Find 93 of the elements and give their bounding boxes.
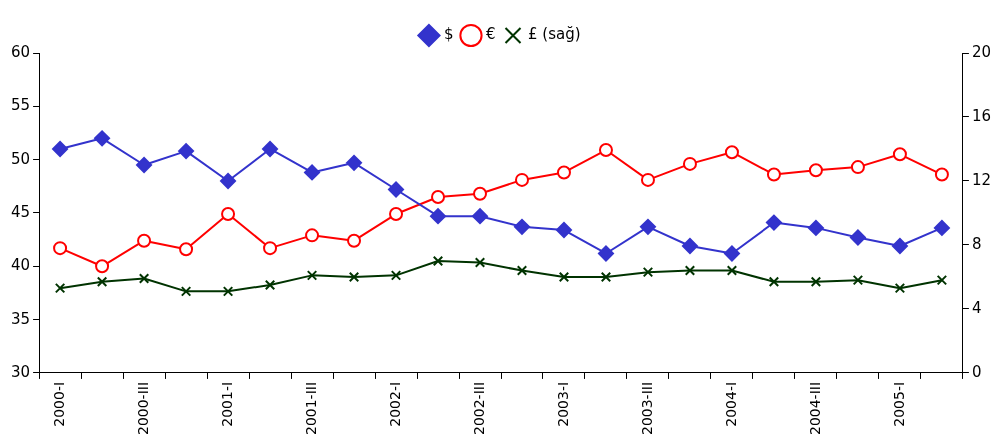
point [474,257,486,268]
point [94,130,111,147]
point [54,282,66,294]
y-tick-label: 30 [10,362,31,381]
point [388,181,405,198]
point [642,266,654,278]
point [473,186,487,201]
point [598,143,613,158]
x-tick-label: 2000-I [50,381,67,427]
point [180,286,192,297]
x-tick-label: 2004-III [806,381,823,436]
point [179,242,194,257]
x-tick-label: 2003-III [638,381,655,436]
point [347,233,362,248]
y2-tick-label: 0 [971,362,982,381]
point [390,270,402,281]
point [808,163,823,178]
point [891,238,908,255]
point [936,274,948,286]
point [432,255,444,267]
point [304,164,321,181]
point [724,145,739,160]
point [95,259,110,274]
y-tick-label: 35 [10,309,31,328]
point [431,189,446,204]
point [514,218,530,235]
point [639,218,656,235]
x-tick-label: 2005-I [890,381,907,427]
point [849,229,866,246]
point [52,140,69,157]
point [136,156,153,173]
y-tick-label: 40 [10,256,31,275]
point [558,271,570,283]
y-tick-label: 50 [10,149,31,168]
point [264,279,276,291]
x-tick-label: 2001-I [218,381,235,427]
point [137,233,152,248]
point [220,172,237,189]
y2-tick-label: 20 [971,42,992,61]
point [726,265,738,276]
point [515,172,529,187]
point [472,208,488,225]
legend-label: £ (sağ) [528,25,581,44]
point [516,265,528,276]
point [262,140,279,157]
point [305,228,320,243]
point [768,276,780,287]
point [346,154,363,171]
point [807,219,824,236]
x-tick-label: 2003-I [554,381,571,427]
point [597,245,614,262]
y2-tick-label: 16 [971,106,992,125]
point [681,238,698,255]
point [892,147,907,162]
point [96,276,108,287]
point [138,273,150,284]
point [53,241,68,256]
point [765,214,782,231]
point [894,282,906,294]
legend-label: $ [443,25,454,44]
point [556,165,571,180]
point [555,222,572,239]
x-tick-label: 2000-III [134,381,151,436]
point [640,172,655,187]
point [723,245,740,262]
x-tick-label: 2001-III [302,381,319,436]
point [934,167,949,182]
point [850,160,865,175]
point [684,265,696,276]
point [389,207,404,222]
y2-tick-label: 4 [971,298,982,317]
point [222,286,234,297]
y2-tick-label: 12 [971,170,992,189]
point [430,208,447,225]
point [766,167,781,182]
y-tick-label: 45 [10,202,31,221]
y2-tick-label: 8 [971,234,982,253]
point [306,270,318,281]
y-tick-label: 60 [10,42,31,61]
point [682,156,697,171]
point [852,274,864,286]
legend-label: € [485,25,496,44]
point [933,219,950,236]
x-tick-label: 2002-I [386,381,403,427]
point [221,207,236,222]
point [810,276,822,287]
point [263,241,278,256]
point [600,271,612,283]
point [348,271,360,283]
x-tick-label: 2004-I [722,381,739,427]
x-tick-label: 2002-III [470,381,487,436]
point [178,143,195,160]
y-tick-label: 55 [10,96,31,115]
